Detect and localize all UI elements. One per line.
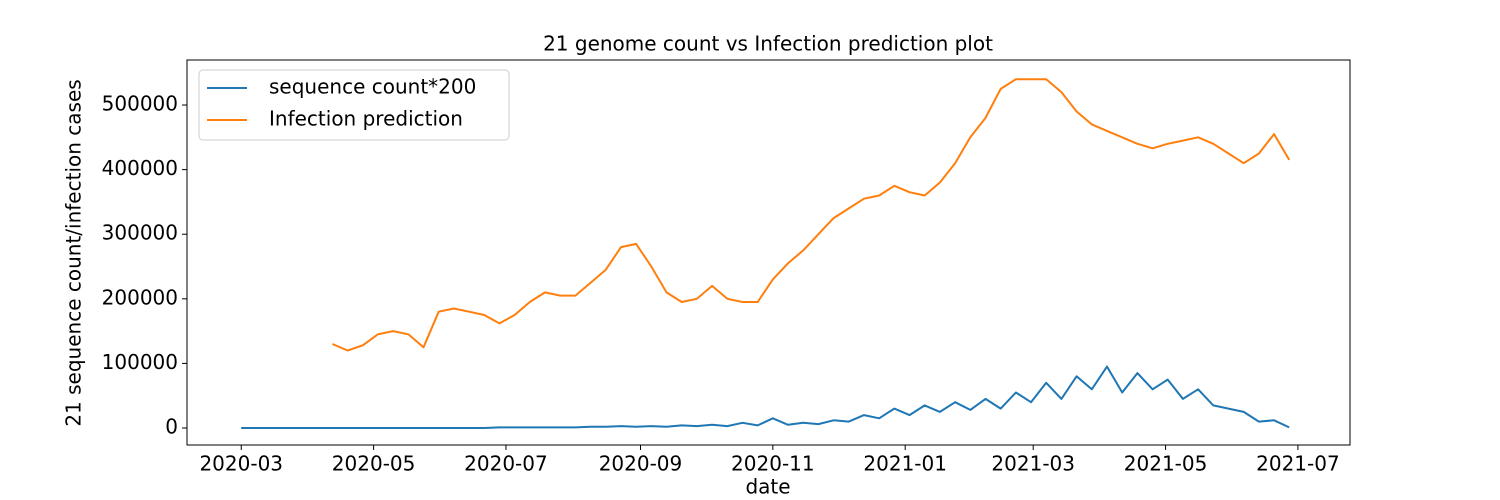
x-tick-label: 2021-05 (1124, 452, 1208, 476)
y-tick-label: 0 (165, 415, 178, 439)
legend-label: Infection prediction (269, 107, 463, 131)
x-axis-label: date (745, 475, 790, 499)
legend-box (198, 69, 510, 141)
x-tick-label: 2021-03 (991, 452, 1075, 476)
series-line (241, 365, 1290, 429)
legend-label: sequence count*200 (269, 75, 476, 99)
x-tick-label: 2020-11 (731, 452, 815, 476)
x-tick-label: 2020-09 (599, 452, 683, 476)
y-tick-label: 500000 (102, 92, 178, 116)
series-line (332, 78, 1291, 352)
y-tick-label: 400000 (102, 156, 178, 180)
chart-title: 21 genome count vs Infection prediction … (543, 32, 993, 56)
x-tick-label: 2020-07 (464, 452, 548, 476)
x-tick-label: 2020-03 (199, 452, 283, 476)
y-axis-label: 21 sequence count/infection cases (62, 79, 86, 426)
x-tick-label: 2020-05 (332, 452, 416, 476)
y-tick-label: 200000 (102, 285, 178, 309)
x-tick-label: 2021-07 (1256, 452, 1340, 476)
x-tick-label: 2021-01 (863, 452, 947, 476)
plot-frame (186, 59, 1351, 446)
y-tick-label: 100000 (102, 350, 178, 374)
y-tick-label: 300000 (102, 221, 178, 245)
